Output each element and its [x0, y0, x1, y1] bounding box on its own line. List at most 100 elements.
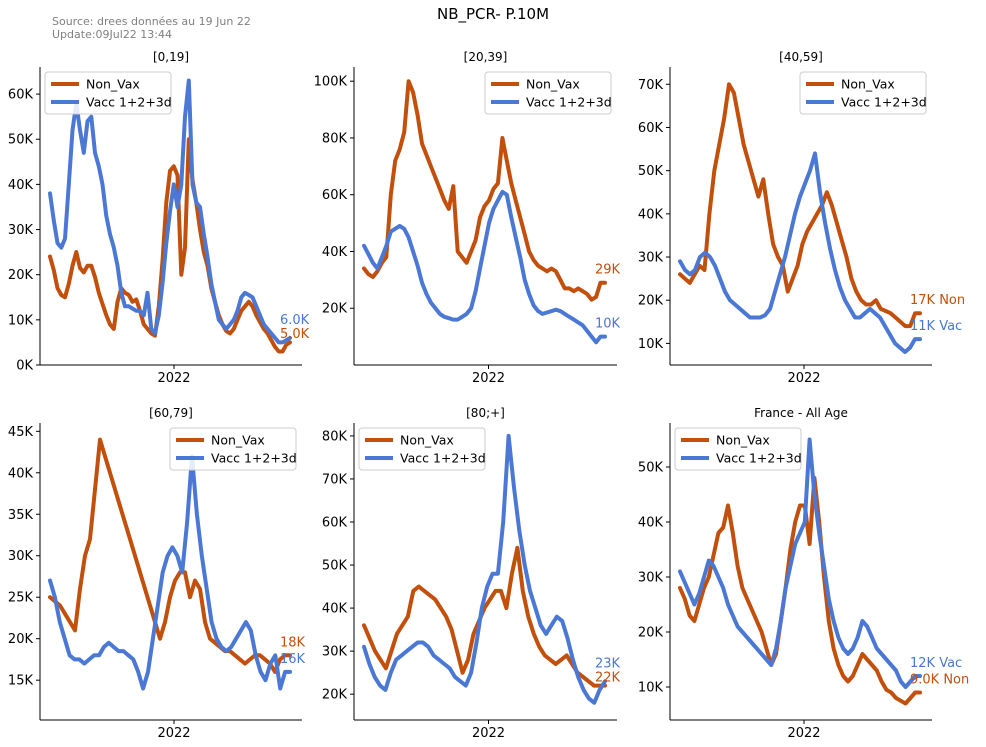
series-end-label: 5.0K: [280, 327, 310, 342]
legend-label: Non_Vax: [211, 433, 265, 448]
y-tick-label: 20K: [8, 268, 34, 283]
y-tick-label: 10K: [638, 337, 664, 352]
series-end-label: 10K: [595, 317, 621, 332]
y-tick-label: 40K: [8, 466, 34, 481]
y-tick-label: 35K: [8, 508, 34, 523]
y-tick-label: 20K: [322, 302, 348, 317]
legend: Non_Vax Vacc 1+2+3d: [169, 427, 297, 471]
y-tick-label: 30K: [8, 223, 34, 238]
legend-label: Non_Vax: [526, 77, 580, 92]
x-tick-label: 2022: [787, 726, 820, 741]
y-tick-label: 40K: [8, 178, 34, 193]
legend-label: Vacc 1+2+3d: [211, 451, 297, 466]
series-end-label: 23K: [595, 656, 621, 671]
chart-panel: [20,39] 20K 40K 60K 80K 100K 2022 29K 10K Non_Vax…: [314, 50, 621, 386]
series-end-label: 17K Non: [910, 293, 965, 308]
y-tick-label: 50K: [8, 133, 34, 148]
legend: Non_Vax Vacc 1+2+3d: [358, 427, 486, 471]
panel-title: [60,79]: [149, 406, 193, 420]
y-tick-label: 20K: [8, 632, 34, 647]
y-tick-label: 30K: [8, 549, 34, 564]
y-tick-label: 45K: [8, 425, 34, 440]
y-tick-label: 10K: [638, 681, 664, 696]
y-tick-label: 100K: [314, 75, 348, 90]
legend-label: Non_Vax: [400, 433, 454, 448]
series-end-label: 12K Vac: [910, 656, 962, 671]
legend-label: Vacc 1+2+3d: [400, 451, 486, 466]
series-line: [362, 433, 607, 705]
series-line: [678, 82, 922, 329]
series-line: [678, 437, 922, 689]
series-line: [678, 151, 922, 354]
chart-panel: France - All Age 10K 20K 30K 40K 50K 2022 12K V…: [638, 406, 969, 741]
series-line: [48, 454, 292, 691]
x-tick-label: 2022: [472, 726, 505, 741]
y-tick-label: 40K: [638, 207, 664, 222]
legend-label: Vacc 1+2+3d: [86, 95, 172, 110]
y-tick-label: 40K: [322, 245, 348, 260]
x-tick-label: 2022: [472, 371, 505, 386]
x-tick-label: 2022: [157, 726, 190, 741]
series-line: [362, 545, 607, 688]
series-end-label: 11K Vac: [910, 319, 962, 334]
panel-title: [40,59]: [779, 50, 823, 64]
y-tick-label: 60K: [8, 88, 34, 103]
legend-label: Vacc 1+2+3d: [841, 95, 927, 110]
y-tick-label: 20K: [638, 294, 664, 309]
series-line: [48, 78, 292, 345]
series-end-label: 16K: [280, 652, 306, 667]
series-line: [362, 79, 607, 302]
legend-label: Non_Vax: [716, 433, 770, 448]
y-tick-label: 50K: [638, 461, 664, 476]
chart-panel: [40,59] 10K 20K 30K 40K 50K 60K 70K 2022 17K Non 1…: [638, 50, 965, 386]
y-tick-label: 40K: [638, 516, 664, 531]
y-tick-label: 60K: [638, 121, 664, 136]
y-tick-label: 70K: [638, 78, 664, 93]
y-tick-label: 20K: [638, 626, 664, 641]
y-tick-label: 60K: [322, 516, 348, 531]
y-tick-label: 40K: [322, 602, 348, 617]
y-tick-label: 0K: [16, 359, 33, 374]
y-tick-label: 50K: [638, 164, 664, 179]
series-line: [48, 437, 292, 674]
series-end-label: 18K: [280, 635, 306, 650]
y-tick-label: 70K: [322, 472, 348, 487]
panel-title: France - All Age: [754, 406, 848, 420]
chart-panel: [60,79] 15K 20K 25K 30K 35K 40K 45K 2022 18K 16K No…: [8, 406, 306, 741]
source-note: Source: drees données au 19 Jun 22 Updat…: [52, 15, 251, 41]
legend: Non_Vax Vacc 1+2+3d: [484, 71, 612, 115]
chart-panel: [0,19] 0K 10K 20K 30K 40K 50K 60K 2022 6.0K5.0K No…: [8, 50, 310, 386]
y-tick-label: 60K: [322, 188, 348, 203]
legend: Non_Vax Vacc 1+2+3d: [44, 71, 172, 115]
y-tick-label: 80K: [322, 429, 348, 444]
series-end-label: 29K: [595, 263, 621, 278]
series-end-label: 9.0K Non: [910, 673, 969, 688]
legend: Non_Vax Vacc 1+2+3d: [674, 427, 802, 471]
legend-label: Vacc 1+2+3d: [716, 451, 802, 466]
figure-title: NB_PCR- P.10M: [436, 5, 550, 23]
y-tick-label: 50K: [322, 559, 348, 574]
legend-label: Non_Vax: [841, 77, 895, 92]
y-tick-label: 20K: [322, 688, 348, 703]
x-tick-label: 2022: [157, 371, 190, 386]
y-tick-label: 30K: [638, 571, 664, 586]
legend-label: Vacc 1+2+3d: [526, 95, 612, 110]
panel-title: [80;+]: [466, 406, 505, 420]
x-tick-label: 2022: [787, 371, 820, 386]
y-tick-label: 30K: [638, 251, 664, 266]
y-tick-label: 25K: [8, 591, 34, 606]
series-end-label: 22K: [595, 670, 621, 685]
series-line: [48, 137, 292, 354]
y-tick-label: 15K: [8, 674, 34, 689]
y-tick-label: 30K: [322, 645, 348, 660]
update-line: Update:09Jul22 13:44: [52, 28, 173, 41]
source-line: Source: drees données au 19 Jun 22: [52, 15, 251, 28]
y-tick-label: 80K: [322, 131, 348, 146]
panel-title: [0,19]: [153, 50, 189, 64]
series-end-label: 6.0K: [280, 313, 310, 328]
y-tick-label: 10K: [8, 313, 34, 328]
panel-title: [20,39]: [464, 50, 508, 64]
legend: Non_Vax Vacc 1+2+3d: [799, 71, 927, 115]
